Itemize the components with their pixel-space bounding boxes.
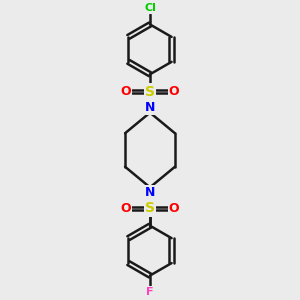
- Text: Cl: Cl: [144, 3, 156, 13]
- Text: S: S: [145, 85, 155, 98]
- Text: O: O: [169, 202, 179, 215]
- Text: O: O: [121, 202, 131, 215]
- Text: N: N: [145, 186, 155, 199]
- Text: F: F: [146, 287, 154, 297]
- Text: S: S: [145, 202, 155, 215]
- Text: N: N: [145, 101, 155, 114]
- Text: O: O: [121, 85, 131, 98]
- Text: O: O: [169, 85, 179, 98]
